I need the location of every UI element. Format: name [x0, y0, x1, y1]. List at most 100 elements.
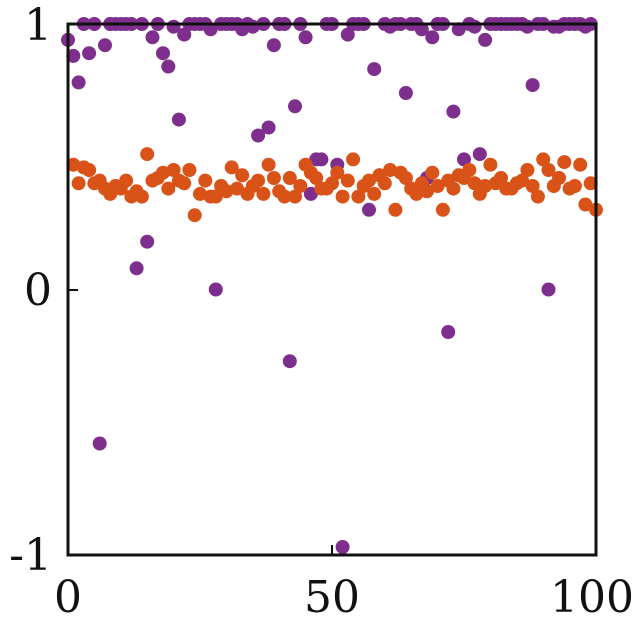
orange-point [351, 189, 366, 204]
orange-point [530, 189, 545, 204]
orange-point [346, 152, 361, 167]
orange-point [140, 147, 155, 162]
purple-point [266, 38, 281, 53]
orange-point [430, 179, 445, 193]
purple-point [525, 78, 540, 93]
purple-point [261, 120, 276, 135]
x-tick-label: 0 [54, 572, 82, 623]
purple-point [145, 30, 160, 45]
purple-point [71, 75, 86, 90]
orange-point [578, 197, 593, 212]
orange-point [134, 189, 149, 204]
orange-point [82, 163, 97, 177]
orange-point [362, 173, 376, 188]
orange-point [166, 163, 181, 177]
purple-point [451, 22, 466, 37]
purple-point [398, 86, 413, 100]
orange-point [420, 184, 434, 199]
purple-point [251, 128, 266, 143]
orange-point [335, 189, 350, 204]
orange-point [293, 179, 308, 193]
orange-point [277, 189, 292, 204]
orange-point [256, 186, 271, 201]
orange-point [288, 189, 302, 204]
orange-point [525, 179, 540, 193]
purple-point [472, 147, 487, 162]
orange-point [478, 179, 493, 193]
orange-point [235, 168, 250, 183]
orange-point [409, 186, 424, 201]
purple-point [340, 27, 355, 42]
orange-point [224, 160, 239, 175]
orange-point [340, 173, 355, 188]
orange-point [66, 157, 81, 172]
purple-point [362, 202, 376, 217]
axes-box [66, 22, 598, 557]
orange-point [425, 165, 440, 180]
purple-point [92, 436, 107, 451]
orange-point [71, 176, 86, 191]
purple-point [66, 48, 81, 63]
y-tick-label: -1 [9, 530, 52, 581]
purple-point [282, 354, 297, 369]
purple-point [314, 152, 329, 167]
purple-point [441, 325, 456, 339]
orange-point [435, 202, 450, 217]
y-tick-label: 0 [24, 265, 52, 316]
orange-point [398, 171, 413, 185]
purple-point [177, 27, 192, 42]
orange-point [515, 173, 530, 188]
orange-point [541, 163, 556, 177]
purple-point [156, 46, 170, 61]
orange-point [177, 176, 192, 191]
orange-point [367, 186, 382, 201]
x-tick-label: 50 [304, 572, 360, 623]
x-tick-label: 100 [550, 572, 634, 623]
orange-point [446, 181, 461, 196]
orange-point [462, 163, 477, 177]
orange-point [330, 165, 345, 180]
orange-point [309, 171, 324, 185]
orange-point [261, 157, 276, 172]
purple-point [541, 282, 556, 297]
purple-point [335, 540, 350, 554]
purple-point [82, 46, 97, 61]
orange-point [156, 165, 170, 180]
orange-point [388, 202, 403, 217]
orange-point [483, 157, 498, 172]
orange-point [583, 176, 598, 191]
y-axis: 1 0 -1 [9, 0, 78, 581]
orange-point [282, 171, 297, 185]
orange-point [567, 179, 582, 193]
orange-point [325, 176, 339, 191]
orange-point [208, 189, 223, 204]
orange-point [230, 181, 244, 196]
purple-point [171, 112, 186, 127]
orange-point [187, 208, 202, 223]
purple-point [303, 186, 318, 201]
orange-point [520, 163, 535, 177]
purple-point [457, 152, 471, 167]
purple-point [140, 234, 155, 249]
purple-point [298, 30, 313, 45]
orange-point [557, 155, 572, 170]
orange-point [161, 181, 176, 196]
orange-point [182, 163, 197, 177]
orange-point [219, 184, 234, 199]
plot-marks [61, 17, 603, 554]
orange-point [266, 171, 281, 185]
purple-point [129, 261, 144, 276]
orange-point [119, 173, 134, 188]
purple-point [208, 282, 223, 297]
orange-point [198, 173, 213, 188]
orange-point [573, 157, 588, 172]
orange-point [251, 173, 266, 188]
orange-point [536, 152, 551, 167]
purple-point [367, 62, 382, 77]
y-tick-label: 1 [24, 0, 52, 51]
orange-point [494, 171, 508, 185]
purple-point [203, 22, 218, 37]
orange-point [383, 163, 398, 177]
purple-point [478, 32, 493, 47]
